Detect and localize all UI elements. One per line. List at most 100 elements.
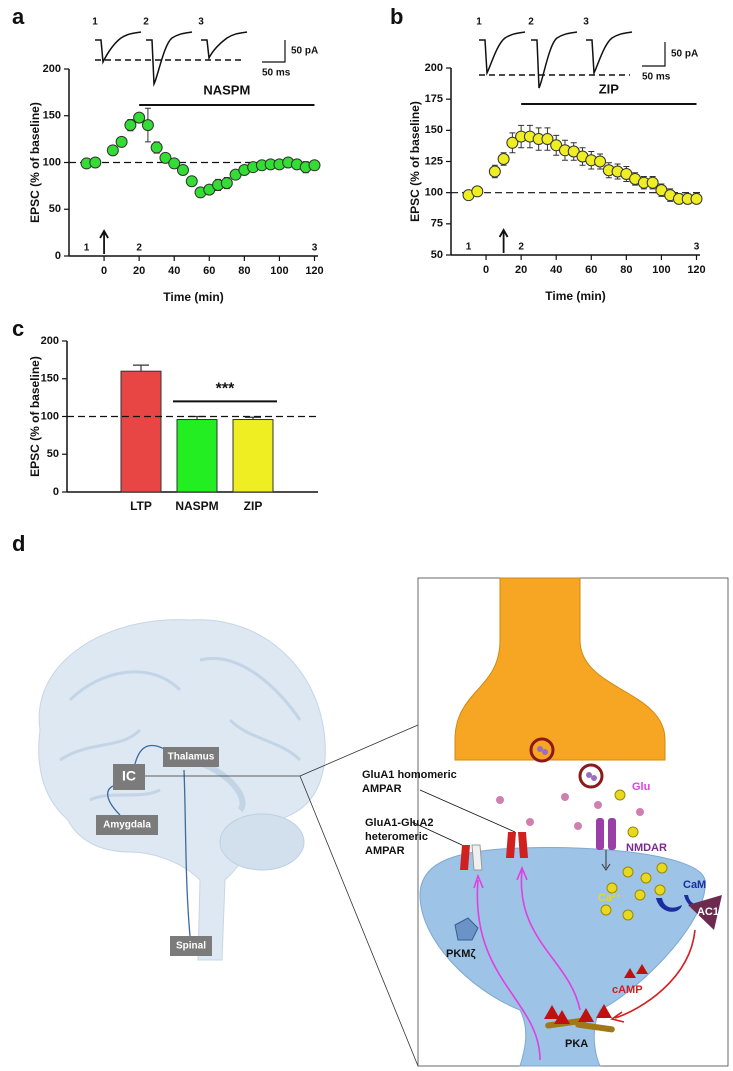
treatment-label: ZIP bbox=[599, 81, 620, 96]
data-point bbox=[133, 111, 146, 124]
region-box bbox=[163, 747, 219, 767]
data-point bbox=[89, 156, 102, 169]
x-tick-label: 120 bbox=[305, 265, 323, 277]
arrow bbox=[498, 228, 509, 253]
x-tick-label: ZIP bbox=[244, 499, 263, 513]
trace-label: 2 bbox=[528, 17, 534, 28]
connector bbox=[145, 724, 419, 1067]
x-tick-label: 100 bbox=[652, 264, 670, 276]
y-tick-label: 200 bbox=[43, 63, 61, 75]
region-label: Thalamus bbox=[168, 752, 215, 763]
y-tick-label: 175 bbox=[425, 93, 443, 105]
label: CaM bbox=[683, 879, 706, 891]
y-tick-label: 100 bbox=[41, 410, 59, 422]
trace bbox=[531, 31, 578, 89]
arrows bbox=[473, 865, 696, 1061]
label: PKA bbox=[565, 1038, 588, 1050]
bar bbox=[120, 370, 162, 493]
region-label: Spinal bbox=[176, 941, 206, 952]
panel-label: c bbox=[12, 316, 24, 341]
data-point bbox=[141, 119, 154, 132]
data-point bbox=[497, 153, 510, 166]
bar bbox=[176, 419, 218, 493]
vesicle-content bbox=[537, 746, 597, 781]
data-point bbox=[646, 176, 659, 189]
presynaptic-terminal bbox=[454, 577, 666, 761]
data-point bbox=[506, 136, 519, 149]
x-axis-title: Time (min) bbox=[545, 289, 605, 303]
x-axis-title: Time (min) bbox=[163, 290, 223, 304]
time-point-label: 1 bbox=[466, 242, 472, 253]
data-point bbox=[488, 165, 501, 178]
y-tick-label: 200 bbox=[41, 335, 59, 347]
data-point bbox=[159, 151, 172, 164]
x-tick-label: 100 bbox=[270, 265, 288, 277]
data-point bbox=[690, 192, 703, 205]
trace-label: 3 bbox=[583, 17, 589, 28]
x-tick-label: 60 bbox=[585, 264, 597, 276]
x-tick-label: 0 bbox=[483, 264, 489, 276]
label: GluA1-GluA2 bbox=[365, 817, 433, 829]
bar bbox=[232, 419, 274, 493]
y-tick-label: 0 bbox=[53, 486, 59, 498]
y-axis-title: EPSC (% of baseline) bbox=[28, 356, 42, 477]
trace bbox=[95, 31, 142, 65]
y-axis-title: EPSC (% of baseline) bbox=[408, 101, 422, 222]
x-tick-label: LTP bbox=[130, 499, 152, 513]
x-tick-label: 120 bbox=[687, 264, 705, 276]
data-point bbox=[308, 159, 321, 172]
y-tick-label: 100 bbox=[43, 156, 61, 168]
x-tick-label: 80 bbox=[238, 265, 250, 277]
label: GluA1 homomeric bbox=[362, 769, 457, 781]
region-box bbox=[113, 764, 145, 790]
pka bbox=[544, 964, 648, 1033]
data-point bbox=[471, 185, 484, 198]
data-point bbox=[168, 157, 181, 170]
y-axis-title: EPSC (% of baseline) bbox=[28, 102, 42, 223]
panel-label: a bbox=[12, 4, 25, 29]
nmdar bbox=[596, 818, 616, 871]
label: AC1 bbox=[697, 906, 719, 918]
x-tick-label: 40 bbox=[550, 264, 562, 276]
scale-label: 50 pA bbox=[291, 46, 318, 57]
calcium bbox=[600, 862, 668, 921]
data-point bbox=[220, 177, 233, 190]
trace bbox=[479, 31, 526, 76]
significance-label: *** bbox=[216, 381, 235, 398]
glutamate bbox=[496, 789, 644, 838]
y-tick-label: 0 bbox=[55, 250, 61, 262]
pkmz-shape bbox=[454, 917, 479, 941]
time-point-label: 3 bbox=[312, 243, 318, 254]
label: heteromeric bbox=[365, 831, 428, 843]
trace-label: 1 bbox=[476, 17, 482, 28]
arrow bbox=[99, 229, 109, 254]
treatment-label: NASPM bbox=[203, 82, 250, 97]
data-point bbox=[106, 144, 119, 157]
x-tick-label: 60 bbox=[203, 265, 215, 277]
x-tick-label: 0 bbox=[101, 265, 107, 277]
y-tick-label: 75 bbox=[431, 218, 443, 230]
label: AMPAR bbox=[365, 845, 405, 857]
data-point bbox=[594, 155, 607, 168]
region-box bbox=[96, 815, 158, 835]
label: Ca²⁺ bbox=[598, 892, 622, 904]
region-label: IC bbox=[122, 768, 136, 784]
data-point bbox=[176, 163, 189, 176]
time-point-label: 2 bbox=[518, 242, 524, 253]
trace bbox=[201, 31, 248, 61]
label: PKMζ bbox=[446, 948, 476, 960]
data-point bbox=[185, 175, 198, 188]
label: AMPAR bbox=[362, 783, 402, 795]
y-tick-label: 50 bbox=[47, 448, 59, 460]
x-tick-label: 20 bbox=[133, 265, 145, 277]
brain bbox=[38, 619, 326, 961]
time-point-label: 3 bbox=[694, 242, 700, 253]
y-tick-label: 50 bbox=[49, 203, 61, 215]
scale-bar bbox=[642, 42, 666, 67]
trace-label: 3 bbox=[198, 17, 204, 28]
x-tick-label: 40 bbox=[168, 265, 180, 277]
region-label: Amygdala bbox=[103, 820, 151, 831]
time-point-label: 2 bbox=[136, 243, 142, 254]
y-tick-label: 150 bbox=[43, 110, 61, 122]
